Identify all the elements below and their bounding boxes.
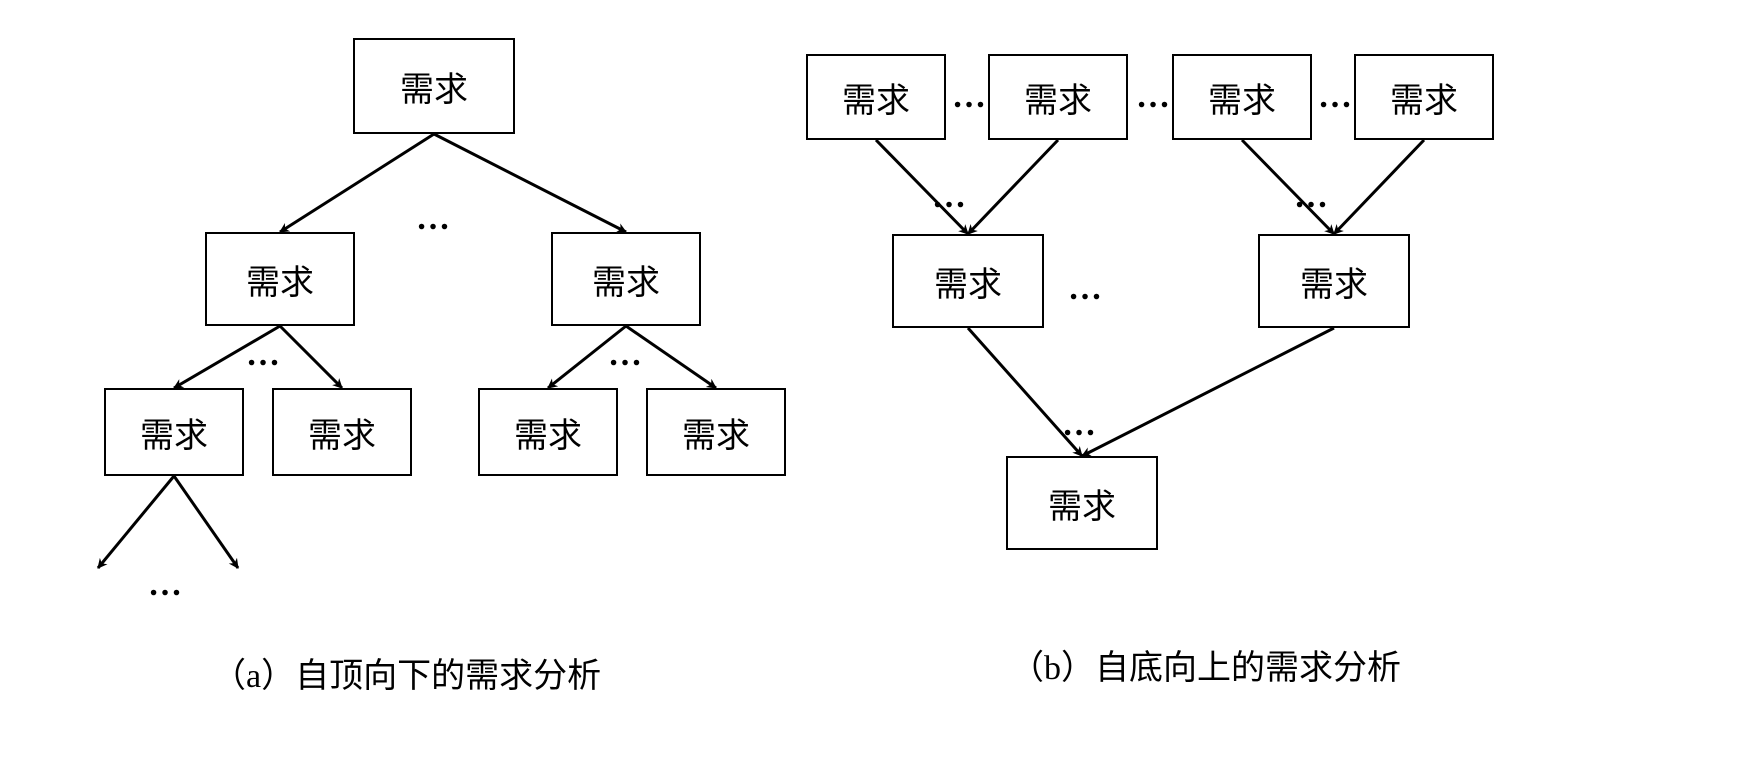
- node-a-l2-1: 需求: [205, 232, 355, 326]
- node-label: 需求: [592, 255, 660, 304]
- node-b-l1-2: 需求: [988, 54, 1128, 140]
- diagram-canvas: 需求 需求 需求 需求 需求 需求 需求 需求 需求 需求 需求 需求 需求 需…: [0, 0, 1758, 765]
- ellipsis: …: [1068, 272, 1104, 306]
- caption-b: （b）自底向上的需求分析: [1010, 640, 1401, 689]
- ellipsis: …: [416, 202, 452, 236]
- ellipsis: …: [608, 338, 644, 372]
- ellipsis: …: [148, 568, 184, 602]
- node-b-l2-2: 需求: [1258, 234, 1410, 328]
- node-b-root: 需求: [1006, 456, 1158, 550]
- node-label: 需求: [1390, 73, 1458, 122]
- node-label: 需求: [308, 408, 376, 457]
- ellipsis: …: [1062, 408, 1098, 442]
- node-a-l3-3: 需求: [478, 388, 618, 476]
- ellipsis: …: [1136, 80, 1172, 114]
- ellipsis: …: [246, 338, 282, 372]
- ellipsis: …: [1318, 80, 1354, 114]
- ellipsis: …: [932, 180, 968, 214]
- node-label: 需求: [1024, 73, 1092, 122]
- ellipsis: …: [952, 80, 988, 114]
- node-b-l1-3: 需求: [1172, 54, 1312, 140]
- node-label: 需求: [140, 408, 208, 457]
- node-label: 需求: [1208, 73, 1276, 122]
- node-label: 需求: [514, 408, 582, 457]
- node-label: 需求: [842, 73, 910, 122]
- node-a-l3-2: 需求: [272, 388, 412, 476]
- node-label: 需求: [246, 255, 314, 304]
- node-a-l3-1: 需求: [104, 388, 244, 476]
- caption-a: （a）自顶向下的需求分析: [212, 648, 601, 697]
- node-label: 需求: [400, 62, 468, 111]
- ellipsis: …: [1294, 180, 1330, 214]
- node-b-l1-1: 需求: [806, 54, 946, 140]
- node-a-root: 需求: [353, 38, 515, 134]
- node-b-l2-1: 需求: [892, 234, 1044, 328]
- node-a-l3-4: 需求: [646, 388, 786, 476]
- node-label: 需求: [1300, 257, 1368, 306]
- node-label: 需求: [682, 408, 750, 457]
- node-a-l2-2: 需求: [551, 232, 701, 326]
- node-label: 需求: [934, 257, 1002, 306]
- node-label: 需求: [1048, 479, 1116, 528]
- node-b-l1-4: 需求: [1354, 54, 1494, 140]
